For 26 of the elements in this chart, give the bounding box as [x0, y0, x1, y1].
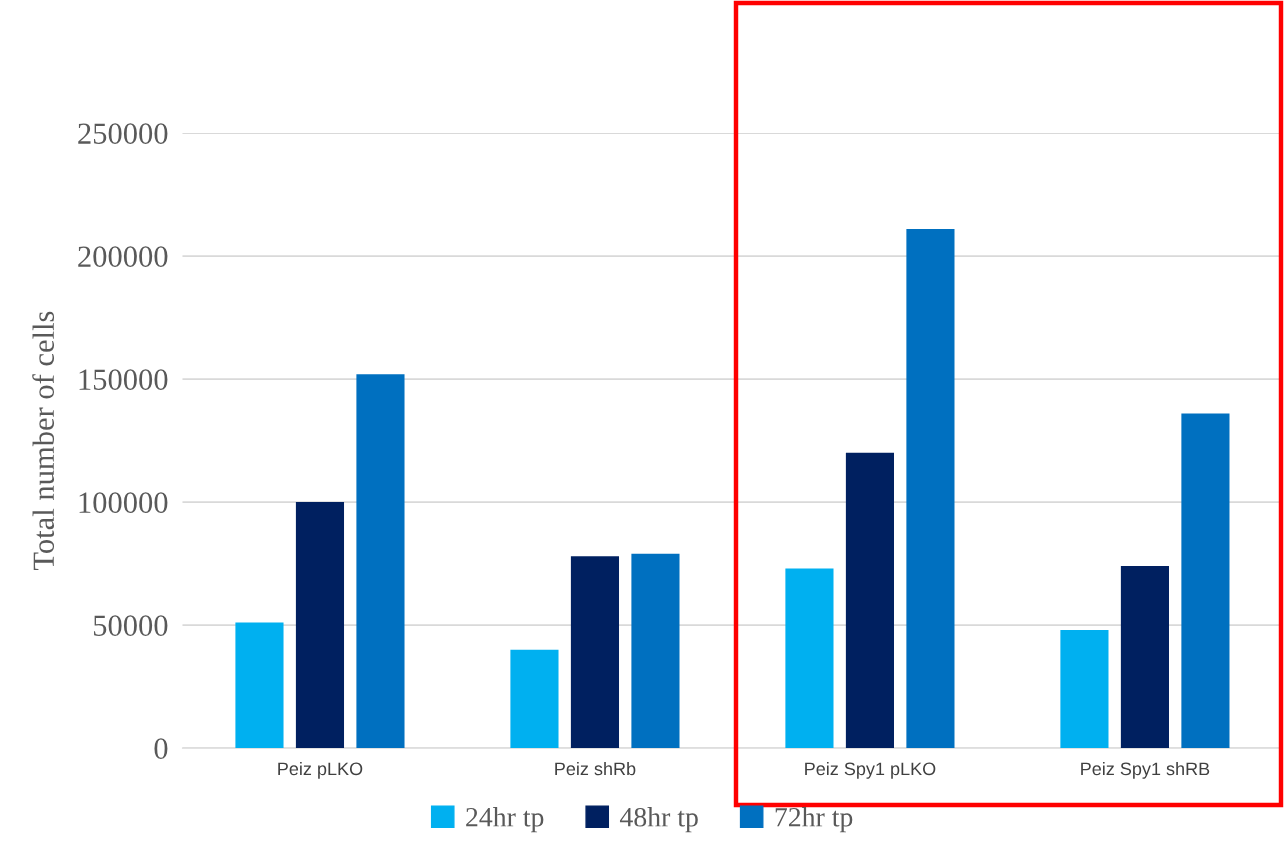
y-tick-label: 200000	[78, 246, 168, 267]
bar	[906, 229, 955, 749]
bar	[356, 374, 405, 749]
y-tick-label: 0	[154, 738, 168, 759]
y-tick-label: 100000	[79, 492, 168, 513]
x-tick-label: Peiz Spy1 pLKO	[805, 761, 936, 779]
bar	[785, 568, 834, 749]
bar	[570, 556, 620, 749]
bar	[631, 553, 680, 749]
bar	[1120, 566, 1169, 749]
bar	[510, 649, 559, 749]
y-tick-label: 50000	[93, 615, 168, 636]
legend-label: 72hr tp	[775, 807, 853, 833]
x-tick-label: Peiz pLKO	[278, 761, 363, 779]
y-tick-label: 150000	[79, 369, 168, 390]
y-tick-label: 250000	[78, 123, 168, 144]
bar	[235, 622, 284, 749]
x-tick-label: Peiz shRb	[555, 761, 636, 776]
bar	[295, 502, 345, 749]
y-axis-title: Total number of cells	[32, 311, 55, 571]
bar	[845, 452, 895, 749]
x-tick-label: Peiz Spy1 shRB	[1081, 761, 1210, 779]
bar	[1060, 630, 1109, 749]
legend-label: 24hr tp	[466, 807, 544, 833]
legend-label: 48hr tp	[619, 807, 698, 833]
bar	[1181, 413, 1230, 749]
